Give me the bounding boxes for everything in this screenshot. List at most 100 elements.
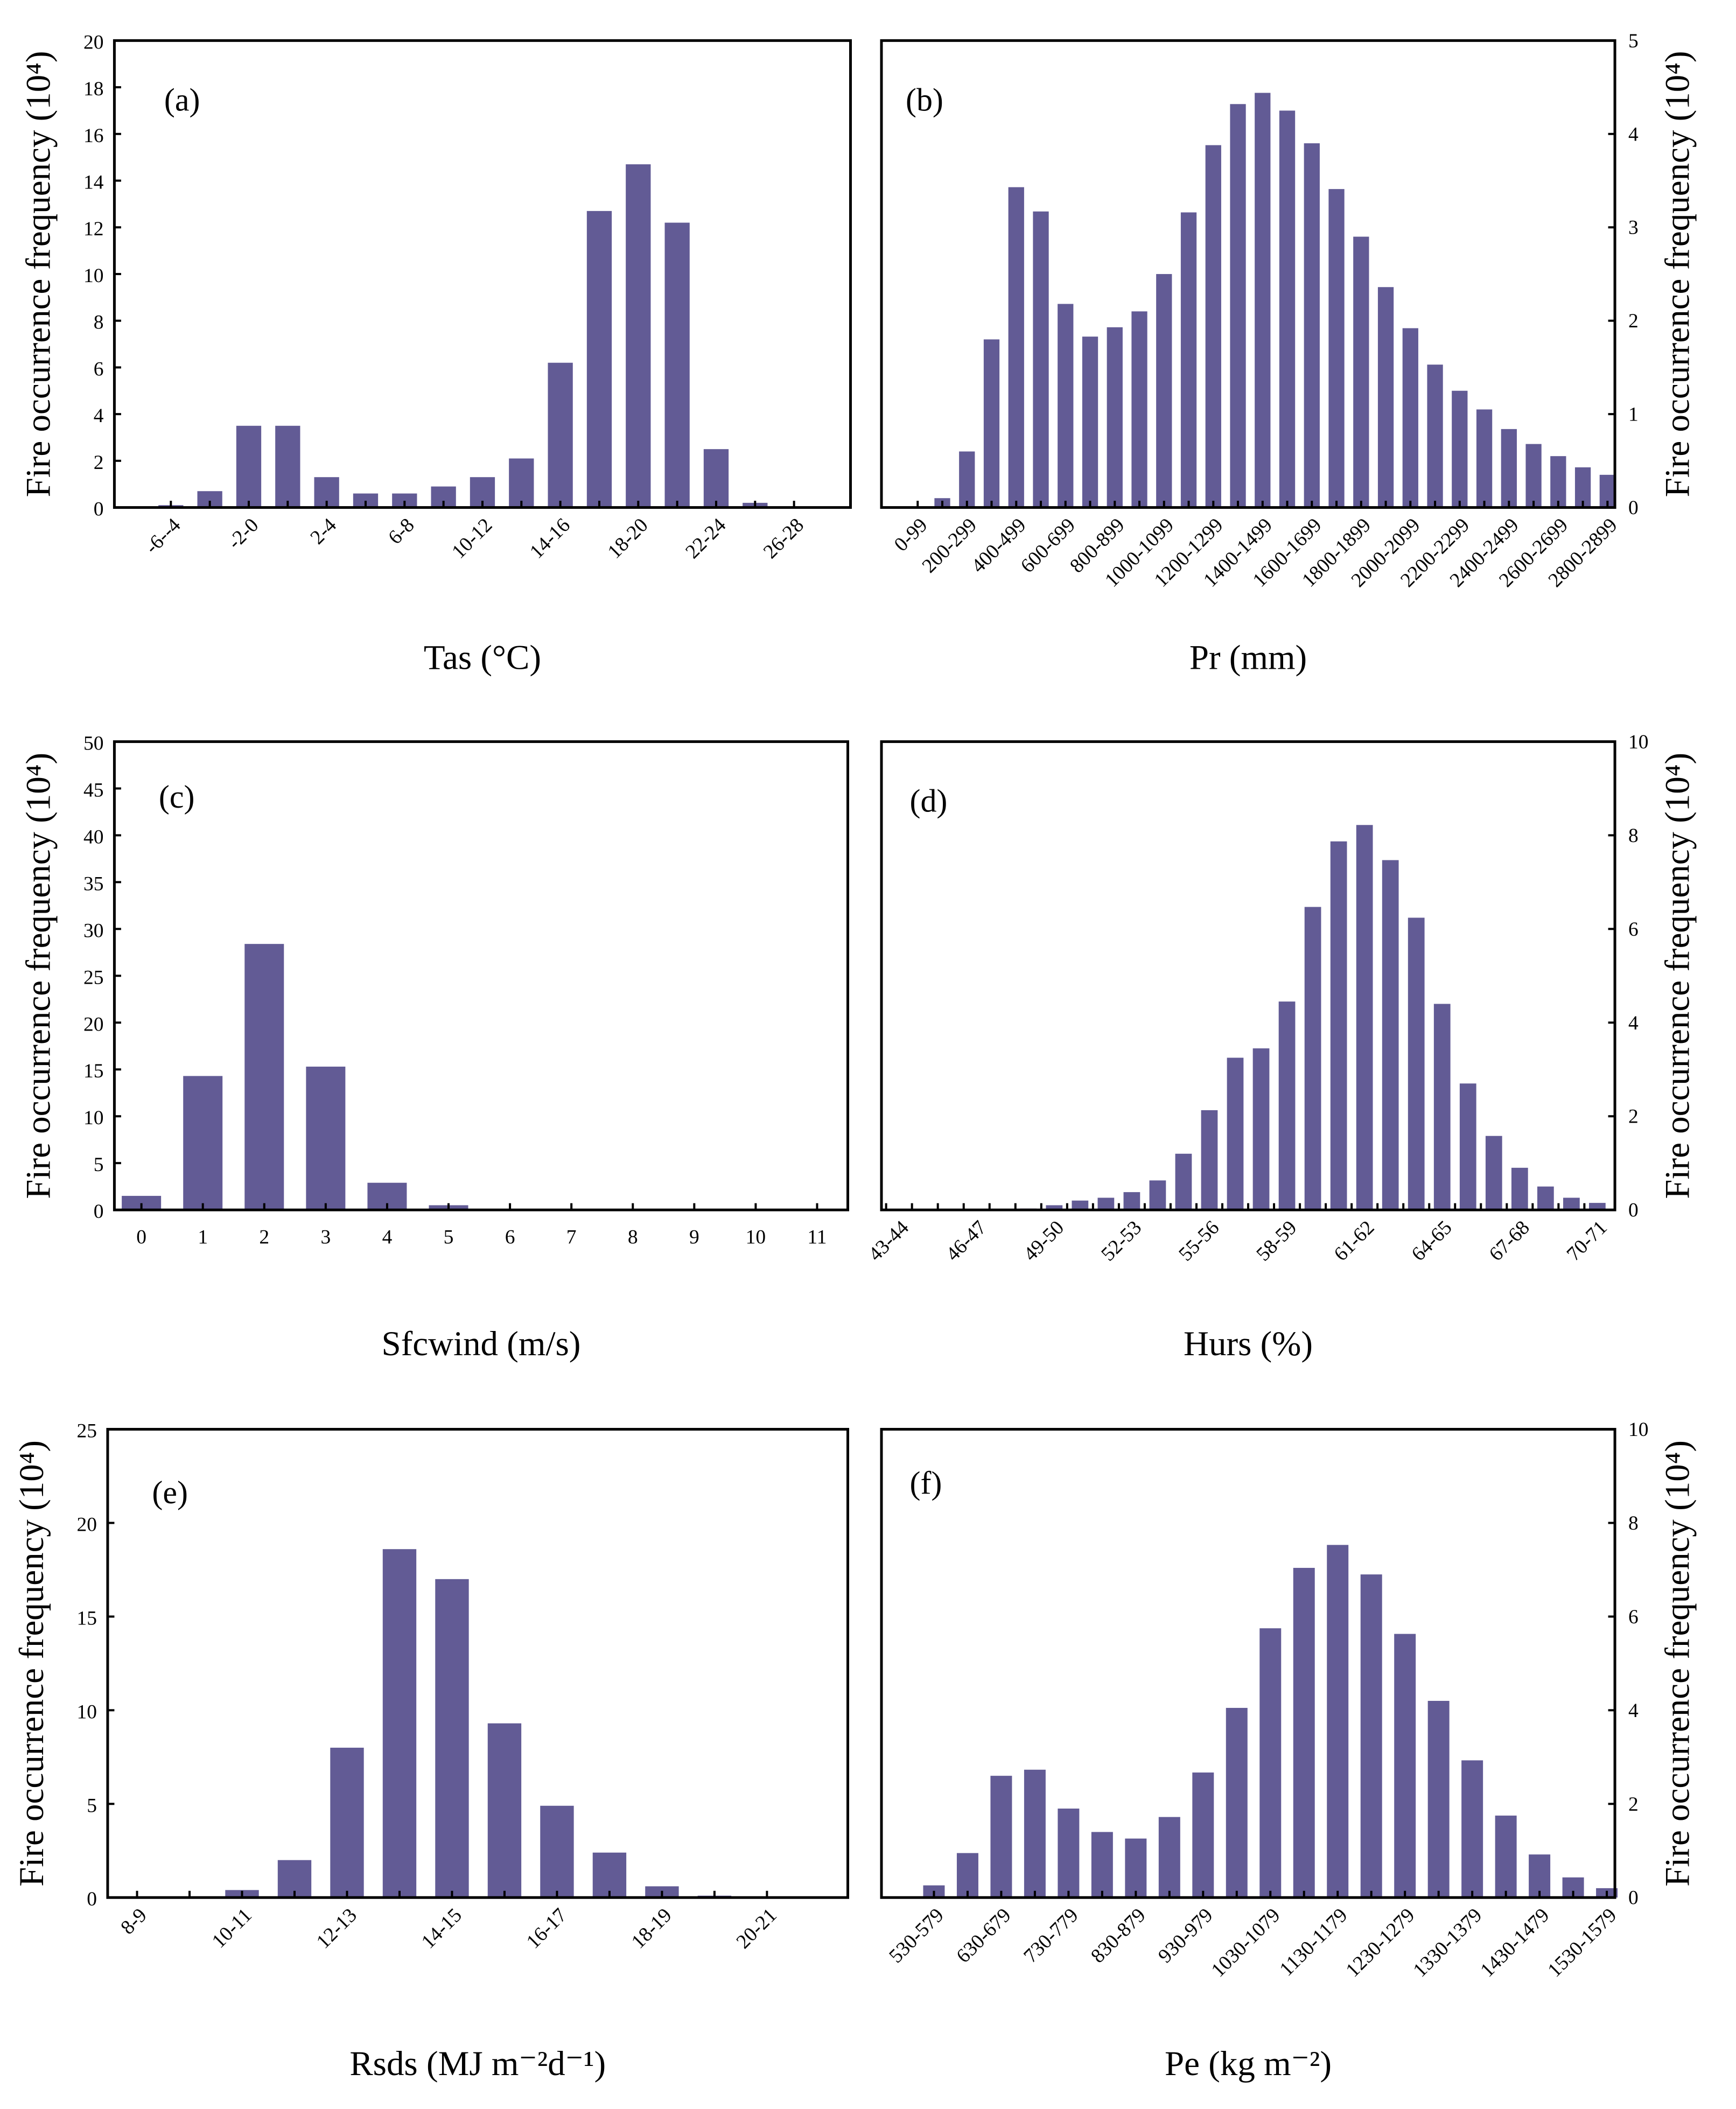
y-tick-label: 0 (1628, 1887, 1639, 1909)
plot-frame (880, 39, 1616, 509)
plot-frame (880, 740, 1616, 1211)
x-tick-label: 400-499 (967, 514, 1030, 577)
x-tick-label: 3 (320, 1227, 331, 1249)
y-tick-label: 20 (83, 1013, 103, 1035)
bar-780-829 (1091, 1832, 1113, 1898)
x-tick-label: 2-4 (306, 514, 341, 549)
bar-65-66 (1459, 1083, 1476, 1210)
y-tick-label: 8 (1628, 1512, 1639, 1535)
x-axis-title: Sfcwind (m/s) (382, 1325, 581, 1363)
bar-730-779 (1058, 1809, 1080, 1898)
bar-1080-1129 (1293, 1567, 1315, 1898)
bar-3 (306, 1067, 346, 1210)
x-tick-label: 530-579 (885, 1904, 948, 1967)
bar-61-62 (1356, 825, 1373, 1210)
bar-14-16 (548, 362, 573, 508)
x-tick-label: 1430-1479 (1476, 1904, 1554, 1982)
plot-frame (106, 1428, 850, 1899)
x-tick-label: 1530-1579 (1544, 1904, 1621, 1982)
bar-16-17 (540, 1805, 574, 1898)
bar-12-14 (509, 458, 534, 508)
x-tick-label: -6--4 (141, 514, 185, 558)
bar-580-629 (956, 1853, 978, 1898)
y-tick-label: 2 (1628, 310, 1639, 332)
plot-frame (113, 39, 852, 509)
bar-630-679 (990, 1776, 1012, 1898)
y-tick-label: 5 (87, 1795, 97, 1817)
y-tick-label: 4 (1628, 1700, 1639, 1722)
bar-700-799 (1082, 337, 1098, 508)
x-tick-label: 2 (259, 1227, 269, 1249)
y-tick-label: 25 (83, 966, 103, 989)
x-tick-label: 11 (807, 1227, 827, 1249)
bar-15-16 (487, 1723, 522, 1898)
bar-2400-2499 (1501, 429, 1517, 508)
panel-label: (e) (152, 1475, 188, 1510)
panel-label: (d) (909, 783, 947, 818)
plot-frame (880, 1428, 1616, 1899)
x-tick-label: 67-68 (1485, 1217, 1534, 1266)
panel-a: -6--4 -2-0 2-4 6-8 10-12 14-16 18-20 22-24 26-28… (19, 31, 852, 677)
y-axis-title: Fire occurrence frequency (10⁴) (1658, 753, 1697, 1199)
bar-50-51 (1072, 1200, 1089, 1210)
bar-300-399 (983, 339, 1000, 508)
bar-55-56 (1201, 1110, 1218, 1210)
y-tick-label: 4 (1628, 123, 1639, 145)
y-tick-label: 6 (1628, 1606, 1639, 1628)
bar-930-979 (1192, 1772, 1214, 1898)
bar-57-58 (1252, 1048, 1270, 1210)
y-tick-label: 0 (94, 499, 104, 521)
bar-1100-1199 (1180, 212, 1197, 508)
bar-1300-1399 (1230, 104, 1246, 508)
bar-64-65 (1433, 1004, 1451, 1210)
x-tick-label: 58-59 (1252, 1217, 1301, 1266)
y-tick-label: 14 (83, 171, 104, 193)
x-axis-title: Pr (mm) (1189, 638, 1307, 677)
bar-0-2 (275, 425, 300, 508)
bar-980-1029 (1226, 1708, 1248, 1898)
y-tick-label: 16 (83, 125, 103, 147)
bar-600-699 (1058, 304, 1074, 508)
y-tick-label: 40 (83, 826, 103, 848)
bar-12-13 (330, 1747, 364, 1898)
panel-e: 8-9 10-11 12-13 14-15 16-17 18-19 20-21 0 5 10 15 2… (12, 1420, 850, 2083)
x-tick-label: 10-12 (448, 514, 497, 563)
bar-1030-1079 (1259, 1628, 1282, 1898)
x-tick-label: 18-19 (627, 1904, 676, 1953)
panel-label: (b) (906, 82, 943, 117)
x-tick-label: 14-16 (526, 514, 575, 563)
x-tick-label: 20-21 (732, 1904, 781, 1953)
y-tick-label: 3 (1628, 217, 1639, 239)
bar-53-54 (1149, 1180, 1166, 1210)
y-tick-label: 50 (83, 732, 103, 754)
bar-1330-1379 (1461, 1760, 1483, 1898)
y-tick-label: 10 (1628, 1419, 1648, 1441)
bar-1180-1229 (1360, 1574, 1382, 1898)
bar-52-53 (1123, 1192, 1140, 1210)
bar-880-929 (1158, 1817, 1180, 1898)
y-tick-label: 25 (76, 1420, 96, 1442)
bar-2 (244, 944, 284, 1210)
bar-63-64 (1408, 917, 1425, 1210)
x-tick-label: 6-8 (384, 514, 418, 549)
x-tick-label: 43-44 (864, 1216, 913, 1265)
y-tick-label: 2 (1628, 1106, 1639, 1128)
y-tick-label: 0 (1628, 1200, 1639, 1222)
bar-1230-1279 (1394, 1634, 1416, 1898)
bar-70-71 (1589, 1203, 1606, 1210)
bar-830-879 (1125, 1838, 1147, 1898)
y-tick-label: 1 (1628, 404, 1639, 426)
panel-d: 43-44 46-47 49-50 52-53 55-56 58-59 61-62 64-65… (864, 731, 1697, 1363)
bar-400-499 (1008, 187, 1024, 508)
bar-2000-2099 (1402, 328, 1418, 508)
x-tick-label: 1230-1279 (1342, 1904, 1419, 1982)
y-tick-label: 5 (1628, 30, 1639, 52)
bar-1000-1099 (1156, 274, 1172, 508)
bar-2300-2399 (1476, 409, 1493, 508)
y-tick-label: 18 (83, 78, 103, 100)
x-tick-label: 64-65 (1408, 1217, 1457, 1266)
x-tick-label: 1330-1379 (1409, 1904, 1487, 1982)
bar-800-899 (1107, 327, 1123, 508)
y-tick-label: 12 (83, 218, 103, 240)
